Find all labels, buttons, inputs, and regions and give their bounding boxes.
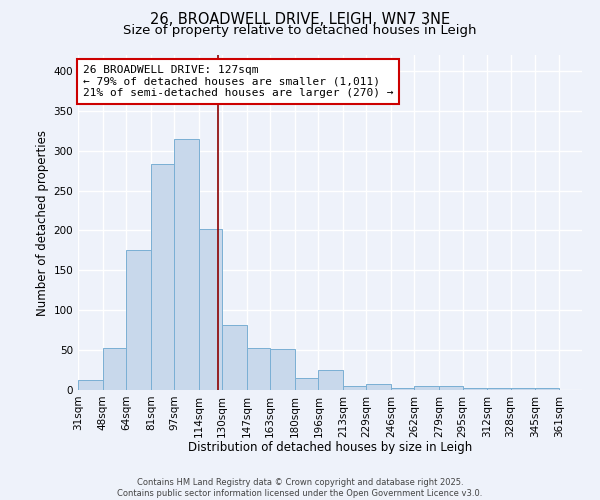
Bar xyxy=(103,348,126,390)
Bar xyxy=(151,164,174,390)
X-axis label: Distribution of detached houses by size in Leigh: Distribution of detached houses by size … xyxy=(188,441,472,454)
Bar xyxy=(487,388,511,390)
Bar xyxy=(270,350,295,390)
Bar xyxy=(295,378,319,390)
Text: 26, BROADWELL DRIVE, LEIGH, WN7 3NE: 26, BROADWELL DRIVE, LEIGH, WN7 3NE xyxy=(150,12,450,28)
Bar xyxy=(439,386,463,390)
Bar xyxy=(535,388,559,390)
Bar xyxy=(126,250,151,390)
Bar xyxy=(463,388,487,390)
Bar xyxy=(367,384,391,390)
Text: Size of property relative to detached houses in Leigh: Size of property relative to detached ho… xyxy=(123,24,477,37)
Bar xyxy=(319,370,343,390)
Bar xyxy=(199,229,222,390)
Bar xyxy=(343,386,367,390)
Bar xyxy=(222,324,247,390)
Y-axis label: Number of detached properties: Number of detached properties xyxy=(36,130,49,316)
Bar xyxy=(415,386,439,390)
Bar xyxy=(511,388,535,390)
Bar xyxy=(391,388,415,390)
Bar xyxy=(174,138,199,390)
Bar xyxy=(78,380,103,390)
Text: 26 BROADWELL DRIVE: 127sqm
← 79% of detached houses are smaller (1,011)
21% of s: 26 BROADWELL DRIVE: 127sqm ← 79% of deta… xyxy=(83,65,394,98)
Text: Contains HM Land Registry data © Crown copyright and database right 2025.
Contai: Contains HM Land Registry data © Crown c… xyxy=(118,478,482,498)
Bar xyxy=(247,348,270,390)
